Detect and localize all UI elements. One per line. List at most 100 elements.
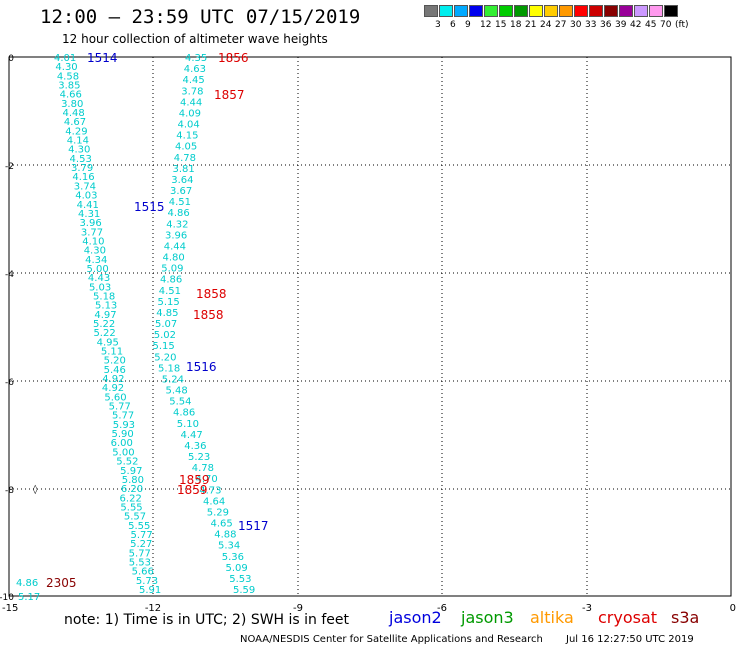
swh-value-right: 4.45	[183, 75, 205, 86]
swh-value-right: 4.73	[199, 485, 221, 496]
legend-entry-jason2: jason2	[389, 608, 442, 627]
swh-value-left: 5.11	[101, 347, 123, 358]
swh-value-right: 5.07	[155, 319, 177, 330]
color-swatch	[619, 5, 633, 17]
x-tick-label: 0	[730, 603, 736, 614]
swh-value-left: 4.66	[60, 90, 82, 101]
swh-value-right: 4.51	[159, 286, 181, 297]
color-label: 21	[525, 20, 537, 30]
time-label: 2305	[46, 576, 77, 590]
swh-value-left: 4.48	[62, 108, 84, 119]
swh-value-left: 5.13	[95, 301, 117, 312]
color-label: 42	[630, 20, 642, 30]
swh-value-left: 6.00	[111, 438, 133, 449]
swh-value-left: 3.77	[81, 227, 103, 238]
page-subtitle: 12 hour collection of altimeter wave hei…	[62, 32, 328, 46]
swh-value-right: 4.36	[184, 441, 206, 452]
swh-value-left: 4.41	[77, 200, 99, 211]
color-swatch	[604, 5, 618, 17]
color-label: 18	[510, 20, 522, 30]
swh-value-left: 6.20	[121, 484, 143, 495]
time-label: 1514	[87, 51, 118, 65]
x-tick-label: -3	[582, 603, 592, 614]
swh-value-left: 5.27	[130, 539, 152, 550]
swh-value-left: 5.77	[130, 530, 152, 541]
swh-value-left: 4.14	[67, 136, 89, 147]
swh-value-right: 4.05	[175, 142, 197, 153]
swh-value-left: 4.10	[82, 236, 104, 247]
legend-entry-jason3: jason3	[461, 608, 514, 627]
swh-value-left: 4.67	[64, 117, 86, 128]
swh-value-left: 4.53	[70, 154, 92, 165]
color-swatch	[634, 5, 648, 17]
swh-value-right: 4.65	[211, 519, 233, 530]
swh-value-left: 5.91	[139, 585, 161, 596]
color-label: 24	[540, 20, 552, 30]
swh-value-right: 5.36	[222, 552, 244, 563]
swh-value-right: 5.02	[154, 330, 176, 341]
swh-value-left: 5.22	[93, 319, 115, 330]
time-label: 1858	[193, 308, 224, 322]
swh-value-left: 4.30	[84, 246, 106, 257]
y-tick-label: -6	[5, 378, 14, 388]
swh-value-right: 4.35	[185, 53, 207, 64]
time-label: 1858	[196, 287, 227, 301]
color-swatch	[559, 5, 573, 17]
color-label: (ft)	[675, 20, 689, 30]
plot-frame	[8, 56, 732, 597]
swh-value-left: 5.97	[120, 466, 142, 477]
swh-value-right: 3.64	[171, 175, 193, 186]
swh-value-right: 5.09	[161, 264, 183, 275]
swh-value-left: 5.55	[128, 521, 150, 532]
color-swatch	[514, 5, 528, 17]
swh-value-right: 5.23	[188, 452, 210, 463]
swh-value-left: 5.00	[87, 264, 109, 275]
swh-value-left: 4.43	[88, 273, 110, 284]
credit-text: NOAA/NESDIS Center for Satellite Applica…	[240, 634, 543, 645]
swh-value-left: 4.92	[102, 374, 124, 385]
y-tick-label: 0	[8, 54, 14, 64]
color-swatch	[544, 5, 558, 17]
color-swatch	[424, 5, 438, 17]
swh-value-left: 5.73	[136, 576, 158, 587]
swh-value-right: 4.85	[156, 308, 178, 319]
color-label: 12	[480, 20, 492, 30]
color-swatch	[499, 5, 513, 17]
color-swatch	[649, 5, 663, 17]
swh-value-right: 5.59	[233, 585, 255, 596]
swh-value-corner: 4.86	[16, 578, 38, 589]
swh-value-right: 5.24	[162, 374, 184, 385]
swh-value-left: 6.22	[120, 493, 142, 504]
swh-value-left: 3.79	[71, 163, 93, 174]
swh-value-left: 5.53	[129, 557, 151, 568]
swh-value-right: 4.70	[196, 474, 218, 485]
time-label: 1517	[238, 519, 269, 533]
swh-value-right: 5.53	[229, 574, 251, 585]
x-tick-label: -6	[437, 603, 447, 614]
swh-value-right: 5.18	[158, 363, 180, 374]
swh-value-right: 4.88	[214, 530, 236, 541]
color-swatches	[424, 5, 679, 17]
swh-value-right: 4.63	[184, 64, 206, 75]
swh-value-left: 4.97	[94, 310, 116, 321]
color-label: 27	[555, 20, 567, 30]
swh-value-left: 4.30	[55, 62, 77, 73]
swh-value-left: 5.80	[122, 475, 144, 486]
swh-value-right: 4.15	[176, 131, 198, 142]
swh-value-corner: 5.17	[18, 592, 40, 603]
x-tick-label: -15	[2, 603, 18, 614]
color-swatch	[664, 5, 678, 17]
color-label: 15	[495, 20, 507, 30]
y-tick-label: -4	[5, 270, 14, 280]
x-tick-label: -12	[145, 603, 161, 614]
swh-value-left: 5.00	[112, 447, 134, 458]
color-label: 36	[600, 20, 612, 30]
swh-value-left: 3.74	[74, 181, 96, 192]
color-swatch	[439, 5, 453, 17]
swh-value-right: 4.78	[192, 463, 214, 474]
time-label: 1857	[214, 88, 245, 102]
color-label: 30	[570, 20, 582, 30]
color-swatch	[529, 5, 543, 17]
time-label: 1515	[134, 200, 165, 214]
swh-value-right: 4.32	[166, 219, 188, 230]
